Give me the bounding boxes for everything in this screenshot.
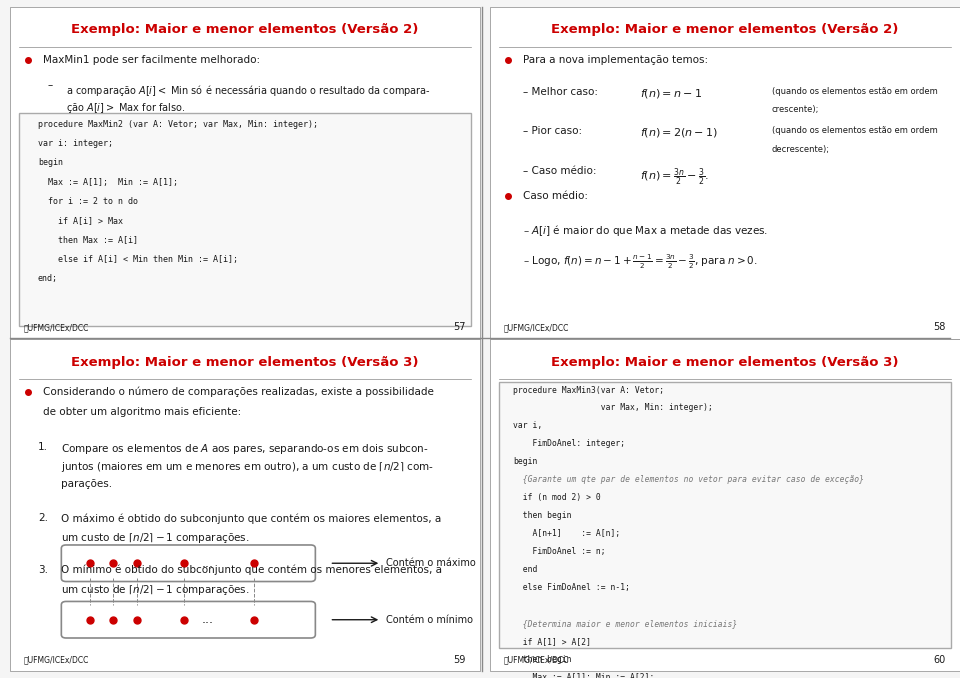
Text: Max := A[1];  Min := A[1];: Max := A[1]; Min := A[1]; <box>37 178 178 186</box>
Text: Contém o mínimo: Contém o mínimo <box>386 615 473 624</box>
Text: (quando os elementos estão em ordem: (quando os elementos estão em ordem <box>772 87 938 96</box>
Text: begin: begin <box>513 457 538 466</box>
Text: a comparação $A[i] <$ Min só é necessária quando o resultado da compara-: a comparação $A[i] <$ Min só é necessári… <box>66 83 431 98</box>
Text: {Determina maior e menor elementos iniciais}: {Determina maior e menor elementos inici… <box>513 619 737 628</box>
Text: 58: 58 <box>933 322 946 332</box>
Text: – Pior caso:: – Pior caso: <box>522 126 582 136</box>
Text: O máximo é obtido do subconjunto que contém os maiores elementos, a: O máximo é obtido do subconjunto que con… <box>61 513 442 523</box>
Text: then begin: then begin <box>513 655 571 664</box>
Text: Caso médio:: Caso médio: <box>522 191 588 201</box>
Text: O mínimo é obtido do subconjunto que contém os menores elementos, a: O mínimo é obtido do subconjunto que con… <box>61 565 443 576</box>
Text: Exemplo: Maior e menor elementos (Versão 3): Exemplo: Maior e menor elementos (Versão… <box>551 355 899 369</box>
Text: ⓄUFMG/ICEx/DCC: ⓄUFMG/ICEx/DCC <box>24 656 89 664</box>
Text: var Max, Min: integer);: var Max, Min: integer); <box>513 403 713 412</box>
Text: (quando os elementos estão em ordem: (quando os elementos estão em ordem <box>772 126 938 136</box>
Text: ...: ... <box>202 557 213 570</box>
Text: Para a nova implementação temos:: Para a nova implementação temos: <box>522 55 708 65</box>
Text: var i: integer;: var i: integer; <box>37 139 113 148</box>
Text: end: end <box>513 565 538 574</box>
Text: parações.: parações. <box>61 479 112 489</box>
Text: – $A[i]$ é maior do que Max a metade das vezes.: – $A[i]$ é maior do que Max a metade das… <box>522 222 768 238</box>
Text: um custo de $\lceil n/2 \rceil - 1$ comparações.: um custo de $\lceil n/2 \rceil - 1$ comp… <box>61 583 250 597</box>
Text: {Garante um qte par de elementos no vetor para evitar caso de exceção}: {Garante um qte par de elementos no veto… <box>513 475 864 484</box>
Text: 57: 57 <box>453 322 466 332</box>
Text: FimDoAnel: integer;: FimDoAnel: integer; <box>513 439 625 448</box>
Text: – Logo, $f(n) = n - 1 + \frac{n-1}{2} = \frac{3n}{2} - \frac{3}{2}$, para $n > 0: – Logo, $f(n) = n - 1 + \frac{n-1}{2} = … <box>522 253 757 271</box>
Text: for i := 2 to n do: for i := 2 to n do <box>37 197 138 206</box>
Text: Exemplo: Maior e menor elementos (Versão 2): Exemplo: Maior e menor elementos (Versão… <box>71 23 419 37</box>
Text: um custo de $\lceil n/2 \rceil - 1$ comparações.: um custo de $\lceil n/2 \rceil - 1$ comp… <box>61 532 250 545</box>
Text: $f(n) = \frac{3n}{2} - \frac{3}{2}.$: $f(n) = \frac{3n}{2} - \frac{3}{2}.$ <box>640 166 709 188</box>
Text: if A[i] > Max: if A[i] > Max <box>37 216 123 225</box>
Text: FimDoAnel := n;: FimDoAnel := n; <box>513 547 606 556</box>
FancyBboxPatch shape <box>10 339 480 671</box>
Text: ⓄUFMG/ICEx/DCC: ⓄUFMG/ICEx/DCC <box>24 323 89 332</box>
Text: procedure MaxMin3(var A: Vetor;: procedure MaxMin3(var A: Vetor; <box>513 386 664 395</box>
Text: end;: end; <box>37 274 58 283</box>
Text: ⓄUFMG/ICEx/DCC: ⓄUFMG/ICEx/DCC <box>504 656 569 664</box>
Text: ...: ... <box>202 613 213 626</box>
Text: – Melhor caso:: – Melhor caso: <box>522 87 597 96</box>
Text: Max := A[1]; Min := A[2];: Max := A[1]; Min := A[2]; <box>513 673 655 678</box>
Text: A[n+1]    := A[n];: A[n+1] := A[n]; <box>513 529 620 538</box>
Text: Exemplo: Maior e menor elementos (Versão 2): Exemplo: Maior e menor elementos (Versão… <box>551 23 899 37</box>
Text: de obter um algoritmo mais eficiente:: de obter um algoritmo mais eficiente: <box>42 407 241 417</box>
Text: decrescente);: decrescente); <box>772 144 829 154</box>
Text: if (n mod 2) > 0: if (n mod 2) > 0 <box>513 493 601 502</box>
FancyBboxPatch shape <box>499 382 950 648</box>
Text: else if A[i] < Min then Min := A[i];: else if A[i] < Min then Min := A[i]; <box>37 255 238 264</box>
Text: then begin: then begin <box>513 511 571 520</box>
Text: begin: begin <box>37 158 62 167</box>
FancyBboxPatch shape <box>61 545 315 582</box>
FancyBboxPatch shape <box>490 339 960 671</box>
Text: 3.: 3. <box>37 565 48 575</box>
Text: 1.: 1. <box>37 442 48 452</box>
Text: Compare os elementos de $A$ aos pares, separando-os em dois subcon-: Compare os elementos de $A$ aos pares, s… <box>61 442 429 456</box>
Text: MaxMin1 pode ser facilmente melhorado:: MaxMin1 pode ser facilmente melhorado: <box>42 55 259 65</box>
Text: else FimDoAnel := n-1;: else FimDoAnel := n-1; <box>513 583 630 592</box>
Text: 59: 59 <box>453 654 466 664</box>
Text: – Caso médio:: – Caso médio: <box>522 166 596 176</box>
Text: –: – <box>47 80 53 90</box>
Text: 60: 60 <box>934 654 946 664</box>
FancyBboxPatch shape <box>19 113 470 325</box>
Text: Contém o máximo: Contém o máximo <box>386 558 475 568</box>
Text: 2.: 2. <box>37 513 48 523</box>
FancyBboxPatch shape <box>61 601 315 638</box>
Text: $f(n) = 2(n-1)$: $f(n) = 2(n-1)$ <box>640 126 718 140</box>
Text: Exemplo: Maior e menor elementos (Versão 3): Exemplo: Maior e menor elementos (Versão… <box>71 355 419 369</box>
Text: var i,: var i, <box>513 422 542 431</box>
Text: $f(n) = n - 1$: $f(n) = n - 1$ <box>640 87 702 100</box>
Text: ⓄUFMG/ICEx/DCC: ⓄUFMG/ICEx/DCC <box>504 323 569 332</box>
FancyBboxPatch shape <box>490 7 960 339</box>
Text: juntos (maiores em um e menores em outro), a um custo de $\lceil n/2 \rceil$ com: juntos (maiores em um e menores em outro… <box>61 460 434 474</box>
Text: procedure MaxMin2 (var A: Vetor; var Max, Min: integer);: procedure MaxMin2 (var A: Vetor; var Max… <box>37 120 318 129</box>
Text: crescente);: crescente); <box>772 105 819 114</box>
Text: if A[1] > A[2]: if A[1] > A[2] <box>513 637 591 645</box>
Text: then Max := A[i]: then Max := A[i] <box>37 235 138 244</box>
Text: ção $A[i] >$ Max for falso.: ção $A[i] >$ Max for falso. <box>66 102 185 115</box>
Text: Considerando o número de comparações realizadas, existe a possibilidade: Considerando o número de comparações rea… <box>42 387 433 397</box>
FancyBboxPatch shape <box>10 7 480 339</box>
